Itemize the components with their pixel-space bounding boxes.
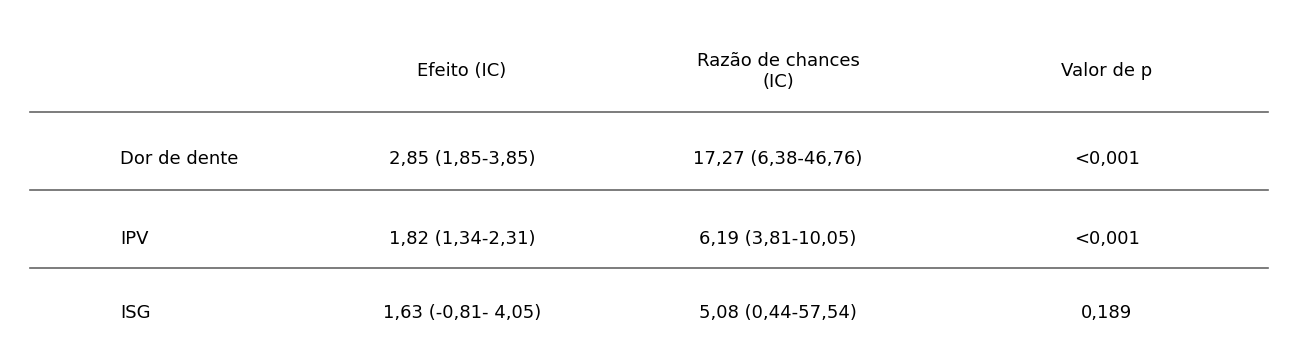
Text: Valor de p: Valor de p — [1062, 62, 1153, 80]
Text: 1,63 (-0,81- 4,05): 1,63 (-0,81- 4,05) — [383, 304, 541, 322]
Text: 0,189: 0,189 — [1081, 304, 1132, 322]
Text: 6,19 (3,81-10,05): 6,19 (3,81-10,05) — [700, 230, 857, 248]
Text: 17,27 (6,38-46,76): 17,27 (6,38-46,76) — [693, 150, 863, 168]
Text: IPV: IPV — [121, 230, 149, 248]
Text: Efeito (IC): Efeito (IC) — [418, 62, 506, 80]
Text: Dor de dente: Dor de dente — [121, 150, 239, 168]
Text: 1,82 (1,34-2,31): 1,82 (1,34-2,31) — [388, 230, 535, 248]
Text: 5,08 (0,44-57,54): 5,08 (0,44-57,54) — [700, 304, 857, 322]
Text: <0,001: <0,001 — [1073, 150, 1140, 168]
Text: <0,001: <0,001 — [1073, 230, 1140, 248]
Text: 2,85 (1,85-3,85): 2,85 (1,85-3,85) — [388, 150, 535, 168]
Text: ISG: ISG — [121, 304, 151, 322]
Text: Razão de chances
(IC): Razão de chances (IC) — [697, 52, 859, 91]
